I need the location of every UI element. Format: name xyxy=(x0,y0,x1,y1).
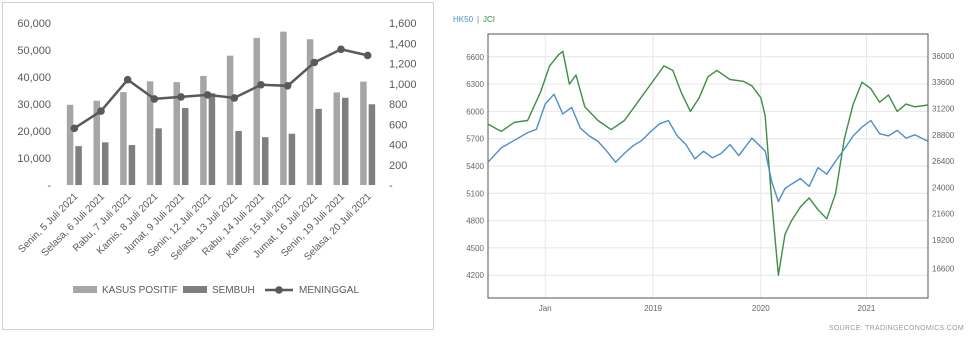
y-left-tick-label: 6600 xyxy=(466,53,484,62)
point-meninggal xyxy=(177,93,185,101)
point-meninggal xyxy=(363,51,372,60)
legend-label-kasus-positif: KASUS POSITIF xyxy=(102,285,178,296)
point-meninggal xyxy=(97,107,105,115)
y-right-tick-label: 24000 xyxy=(932,183,955,192)
bar-kasus-positif xyxy=(66,104,74,185)
y-left-tick-label: 30,000 xyxy=(17,99,51,111)
y-left-tick-label: 5100 xyxy=(466,189,484,198)
y-right-tick-label: 16600 xyxy=(932,264,955,273)
market-chart-panel: HK50 | JCI 4200 4500 4800 5100 5400 5700 6000 6300… xyxy=(448,0,970,334)
x-tick-label: Jan xyxy=(539,304,552,313)
y-right-tick-label: 19200 xyxy=(932,236,955,245)
bar-kasus-positif xyxy=(93,100,100,185)
bar-sembuh xyxy=(342,97,349,185)
legend-label-meninggal: MENINGGAL xyxy=(299,285,359,296)
legend-separator: | xyxy=(477,15,479,24)
bar-kasus-positif xyxy=(306,39,314,186)
y-right-tick-label: 31200 xyxy=(932,104,955,113)
bar-sembuh xyxy=(368,104,376,185)
y-left-tick-label: 4500 xyxy=(466,244,484,253)
y-right-tick-label: 1,000 xyxy=(389,79,417,91)
y-right-tick-label: 28800 xyxy=(932,131,955,140)
y-left-tick-label: 5400 xyxy=(466,162,484,171)
y-right-tick-label: 33600 xyxy=(932,78,955,87)
y-right-tick-label: 800 xyxy=(389,99,407,111)
y-right-tick-label: - xyxy=(389,180,393,192)
bar-sembuh xyxy=(262,137,269,185)
y-left-tick-label: 4800 xyxy=(466,217,484,226)
legend-swatch-sembuh xyxy=(183,286,207,293)
bar-sembuh xyxy=(182,108,189,185)
bar-sembuh xyxy=(315,108,322,185)
bar-kasus-positif xyxy=(200,75,207,185)
series-line-hk50 xyxy=(487,93,929,203)
y-right-tick-label: 21600 xyxy=(932,210,955,219)
y-left-tick-label: 40,000 xyxy=(17,72,51,84)
bar-kasus-positif xyxy=(146,81,154,185)
legend-swatch-meninggal-marker xyxy=(275,286,283,294)
y-left-tick-label: 50,000 xyxy=(17,45,51,57)
point-meninggal xyxy=(257,80,265,89)
y-left-tick-label: 6000 xyxy=(466,107,484,116)
y-left-tick-label: 20,000 xyxy=(17,126,51,138)
covid-combo-chart: - 10,000 20,000 30,000 40,000 50,000 60,000 - 20… xyxy=(16,18,417,296)
legend-label-hk50: HK50 xyxy=(453,15,474,24)
bar-kasus-positif xyxy=(333,92,340,185)
y-left-tick-label: 60,000 xyxy=(17,18,51,30)
y-left-tick-label: 5700 xyxy=(466,135,484,144)
point-meninggal xyxy=(150,95,159,103)
y-right-tick-label: 26400 xyxy=(932,157,955,166)
legend-swatch-kasus-positif xyxy=(73,286,97,293)
plot-frame xyxy=(487,33,929,299)
y-right-tick-label: 200 xyxy=(389,160,407,172)
bar-kasus-positif xyxy=(280,31,287,185)
bar-kasus-positif xyxy=(360,81,367,185)
bar-sembuh xyxy=(235,131,242,185)
x-tick-label: 2019 xyxy=(644,304,662,313)
x-tick-label: 2021 xyxy=(858,304,876,313)
bar-sembuh xyxy=(208,93,216,185)
point-meninggal xyxy=(230,94,239,102)
point-meninggal xyxy=(123,75,132,84)
y-right-tick-label: 1,200 xyxy=(389,59,417,71)
y-left-tick-label: 4200 xyxy=(466,271,484,280)
y-right-tick-label: 600 xyxy=(389,119,407,131)
y-right-tick-label: 400 xyxy=(389,140,407,152)
bar-kasus-positif xyxy=(173,82,180,185)
y-left-tick-label: 6300 xyxy=(466,80,484,89)
line-meninggal xyxy=(73,47,368,130)
hk50-jci-line-chart: HK50 | JCI 4200 4500 4800 5100 5400 5700 6000 6300… xyxy=(453,15,955,313)
legend-label-jci: JCI xyxy=(483,15,495,24)
source-label: SOURCE: TRADINGECONOMICS.COM xyxy=(828,325,964,332)
bar-sembuh xyxy=(288,133,296,185)
y-right-tick-label: 1,400 xyxy=(389,38,417,50)
point-meninggal xyxy=(283,81,292,90)
point-meninggal xyxy=(337,45,345,54)
bar-sembuh xyxy=(155,128,162,185)
point-meninggal xyxy=(203,91,212,99)
bar-kasus-positif xyxy=(120,92,127,185)
y-right-tick-label: 36000 xyxy=(932,52,955,61)
bar-sembuh xyxy=(102,142,109,185)
bar-sembuh xyxy=(128,145,136,185)
y-right-tick-label: 1,600 xyxy=(389,18,417,30)
covid-chart-panel: - 10,000 20,000 30,000 40,000 50,000 60,000 - 20… xyxy=(2,2,434,330)
series-line-jci xyxy=(487,50,929,276)
x-tick-label: 2020 xyxy=(752,304,770,313)
legend-label-sembuh: SEMBUH xyxy=(212,285,255,296)
y-left-tick-label: 10,000 xyxy=(17,153,51,165)
bar-sembuh xyxy=(75,146,82,185)
bar-kasus-positif xyxy=(226,55,234,185)
point-meninggal xyxy=(70,124,79,133)
bar-kasus-positif xyxy=(253,37,260,185)
y-left-tick-label: - xyxy=(47,180,51,192)
point-meninggal xyxy=(310,58,319,67)
